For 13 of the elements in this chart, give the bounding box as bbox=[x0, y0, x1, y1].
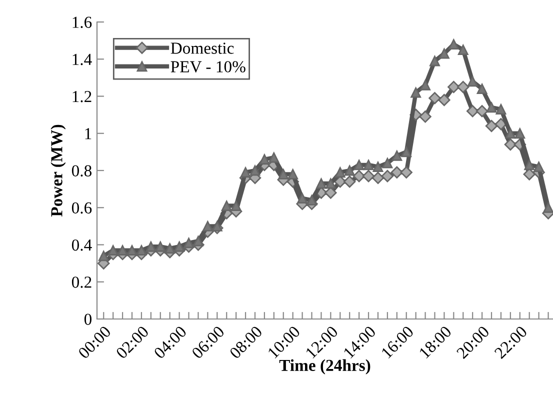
legend-label: PEV - 10% bbox=[170, 61, 246, 72]
y-tick-label: 1 bbox=[85, 128, 92, 140]
legend-label: Domestic bbox=[170, 42, 234, 54]
y-tick-label: 0.2 bbox=[72, 276, 92, 288]
y-tick-label: 1.6 bbox=[72, 16, 92, 28]
x-axis-title: Time (24hrs) bbox=[279, 359, 370, 374]
y-tick-label: 0.6 bbox=[72, 202, 92, 214]
y-tick-label: 0 bbox=[84, 314, 92, 325]
y-tick-label: 0.8 bbox=[72, 165, 92, 177]
y-axis-title: Power (MW) bbox=[50, 124, 66, 217]
y-tick-label: 1.4 bbox=[72, 54, 92, 66]
y-tick-label: 1.2 bbox=[72, 90, 92, 102]
y-tick-label: 0.4 bbox=[72, 239, 92, 251]
